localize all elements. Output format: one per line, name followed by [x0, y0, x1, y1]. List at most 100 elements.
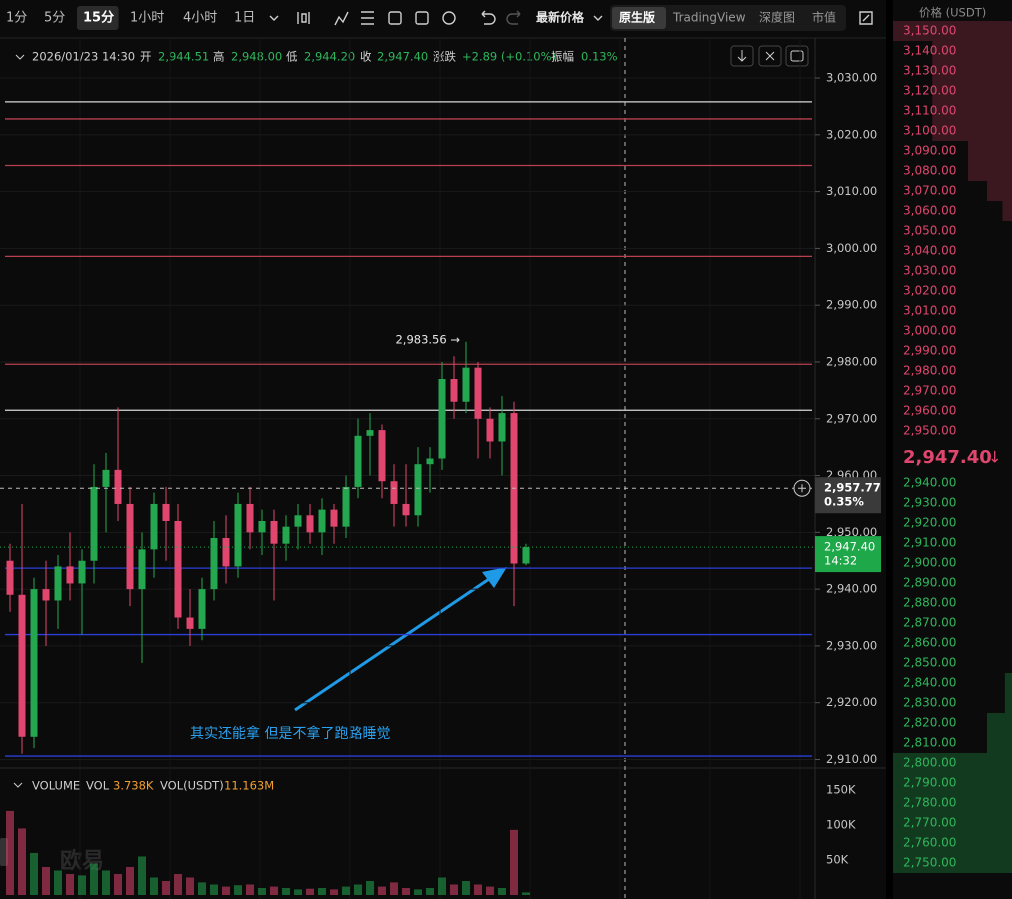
candle-icon[interactable]	[297, 12, 310, 24]
volume-bar	[186, 877, 194, 895]
interval-tab[interactable]: 1分	[6, 11, 27, 26]
volume-bar	[426, 887, 434, 895]
window-icon[interactable]	[790, 50, 804, 62]
last-price-tag	[815, 536, 881, 573]
header-buttons[interactable]	[730, 45, 809, 67]
redo-icon[interactable]	[506, 10, 521, 25]
view-tab[interactable]: 原生版	[619, 10, 655, 25]
button[interactable]	[730, 45, 754, 67]
price-mode[interactable]: 最新价格	[536, 10, 585, 25]
crosshair-price: 2,957.77	[824, 481, 881, 495]
ask-price: 2,950.00	[903, 424, 956, 438]
views-bg	[610, 5, 846, 31]
y-tick-label: 2,940.00	[826, 582, 877, 596]
bid-price: 2,920.00	[903, 516, 956, 530]
candle-body	[450, 379, 458, 402]
bid-price: 2,860.00	[903, 636, 956, 650]
volume-bar	[210, 884, 218, 895]
candle-body	[138, 549, 146, 590]
ask-price: 3,010.00	[903, 304, 956, 318]
volume-bar	[30, 852, 38, 895]
interval-tab[interactable]: 1小时	[130, 11, 164, 26]
crosshair-tag	[815, 477, 881, 514]
ask-price: 3,050.00	[903, 224, 956, 238]
header-label: 低	[286, 50, 298, 64]
close-icon[interactable]	[765, 51, 775, 61]
header-label: 涨跌	[433, 50, 456, 64]
candle-body	[342, 486, 350, 527]
collapse-icon[interactable]	[15, 54, 25, 60]
volume-bar	[222, 886, 230, 895]
view-tab[interactable]: 深度图	[759, 10, 795, 25]
volume-bar	[294, 889, 302, 895]
volume-tick-label: 150K	[826, 782, 856, 796]
add-alert-plus[interactable]	[798, 484, 806, 493]
list-icon[interactable]	[361, 11, 374, 25]
view-tab[interactable]: TradingView	[672, 11, 746, 25]
volume-bar	[522, 892, 530, 895]
volume-bar	[282, 887, 290, 895]
y-tick-label: 3,030.00	[826, 71, 877, 85]
candle-body	[150, 503, 158, 550]
active-tab-bg[interactable]	[77, 6, 119, 30]
ask-depth	[987, 181, 1012, 201]
chevron[interactable]	[593, 15, 603, 21]
expand-icon[interactable]	[859, 11, 873, 25]
annotation-arrow	[294, 567, 507, 712]
bid-price: 2,770.00	[903, 816, 956, 830]
view-tab[interactable]: 市值	[812, 10, 836, 25]
active-view-bg[interactable]	[612, 7, 666, 29]
header-value: 0.13%	[581, 50, 618, 64]
settings-icon[interactable]	[442, 11, 456, 25]
template-icon[interactable]	[415, 11, 429, 25]
candle-body	[102, 469, 110, 487]
bid-price: 2,780.00	[903, 796, 956, 810]
interval-tab[interactable]: 1日	[234, 11, 255, 26]
y-tick-label: 3,020.00	[826, 127, 877, 141]
bid-price: 2,940.00	[903, 476, 956, 490]
volume-bar	[126, 866, 134, 895]
bid-price: 2,890.00	[903, 576, 956, 590]
candle-body	[186, 617, 194, 629]
interval-tab[interactable]: 4小时	[183, 11, 217, 26]
candle-body	[462, 367, 470, 402]
interval-tab[interactable]: 5分	[44, 11, 65, 26]
volume-chevron[interactable]	[13, 782, 23, 788]
candle-body	[66, 566, 74, 584]
volume-bar	[510, 829, 518, 895]
ask-price: 2,990.00	[903, 344, 956, 358]
button[interactable]	[785, 45, 809, 67]
volume-bar	[174, 873, 182, 895]
bid-depth	[893, 753, 1012, 773]
volume-bar	[138, 856, 146, 895]
volume-bar	[486, 886, 494, 895]
volume-bar	[474, 884, 482, 895]
ask-price: 2,980.00	[903, 364, 956, 378]
chevron[interactable]	[269, 15, 279, 21]
candle-body	[210, 538, 218, 590]
ask-price: 3,150.00	[903, 24, 956, 38]
toolbar-icons[interactable]	[269, 10, 873, 26]
ask-price: 3,140.00	[903, 44, 956, 58]
y-tick-label: 3,000.00	[826, 241, 877, 255]
ask-price: 3,100.00	[903, 124, 956, 138]
ask-depth	[1002, 201, 1012, 221]
countdown: 14:32	[824, 554, 857, 568]
bid-price: 2,930.00	[903, 496, 956, 510]
ask-price: 3,020.00	[903, 284, 956, 298]
undo-icon[interactable]	[481, 10, 496, 25]
button[interactable]	[758, 45, 782, 67]
ask-price: 3,110.00	[903, 104, 956, 118]
high-marker: 2,983.56 →	[395, 332, 460, 346]
ask-price: 3,000.00	[903, 324, 956, 338]
interval-tab[interactable]: 15分	[83, 10, 114, 26]
down-icon[interactable]	[737, 50, 747, 62]
volume-bar	[354, 884, 362, 895]
ask-depth	[893, 21, 1012, 41]
volume-header: VOLUME	[32, 779, 80, 793]
indicator-icon[interactable]	[334, 11, 349, 26]
volume-bar	[54, 870, 62, 895]
draw-icon[interactable]	[388, 11, 402, 25]
